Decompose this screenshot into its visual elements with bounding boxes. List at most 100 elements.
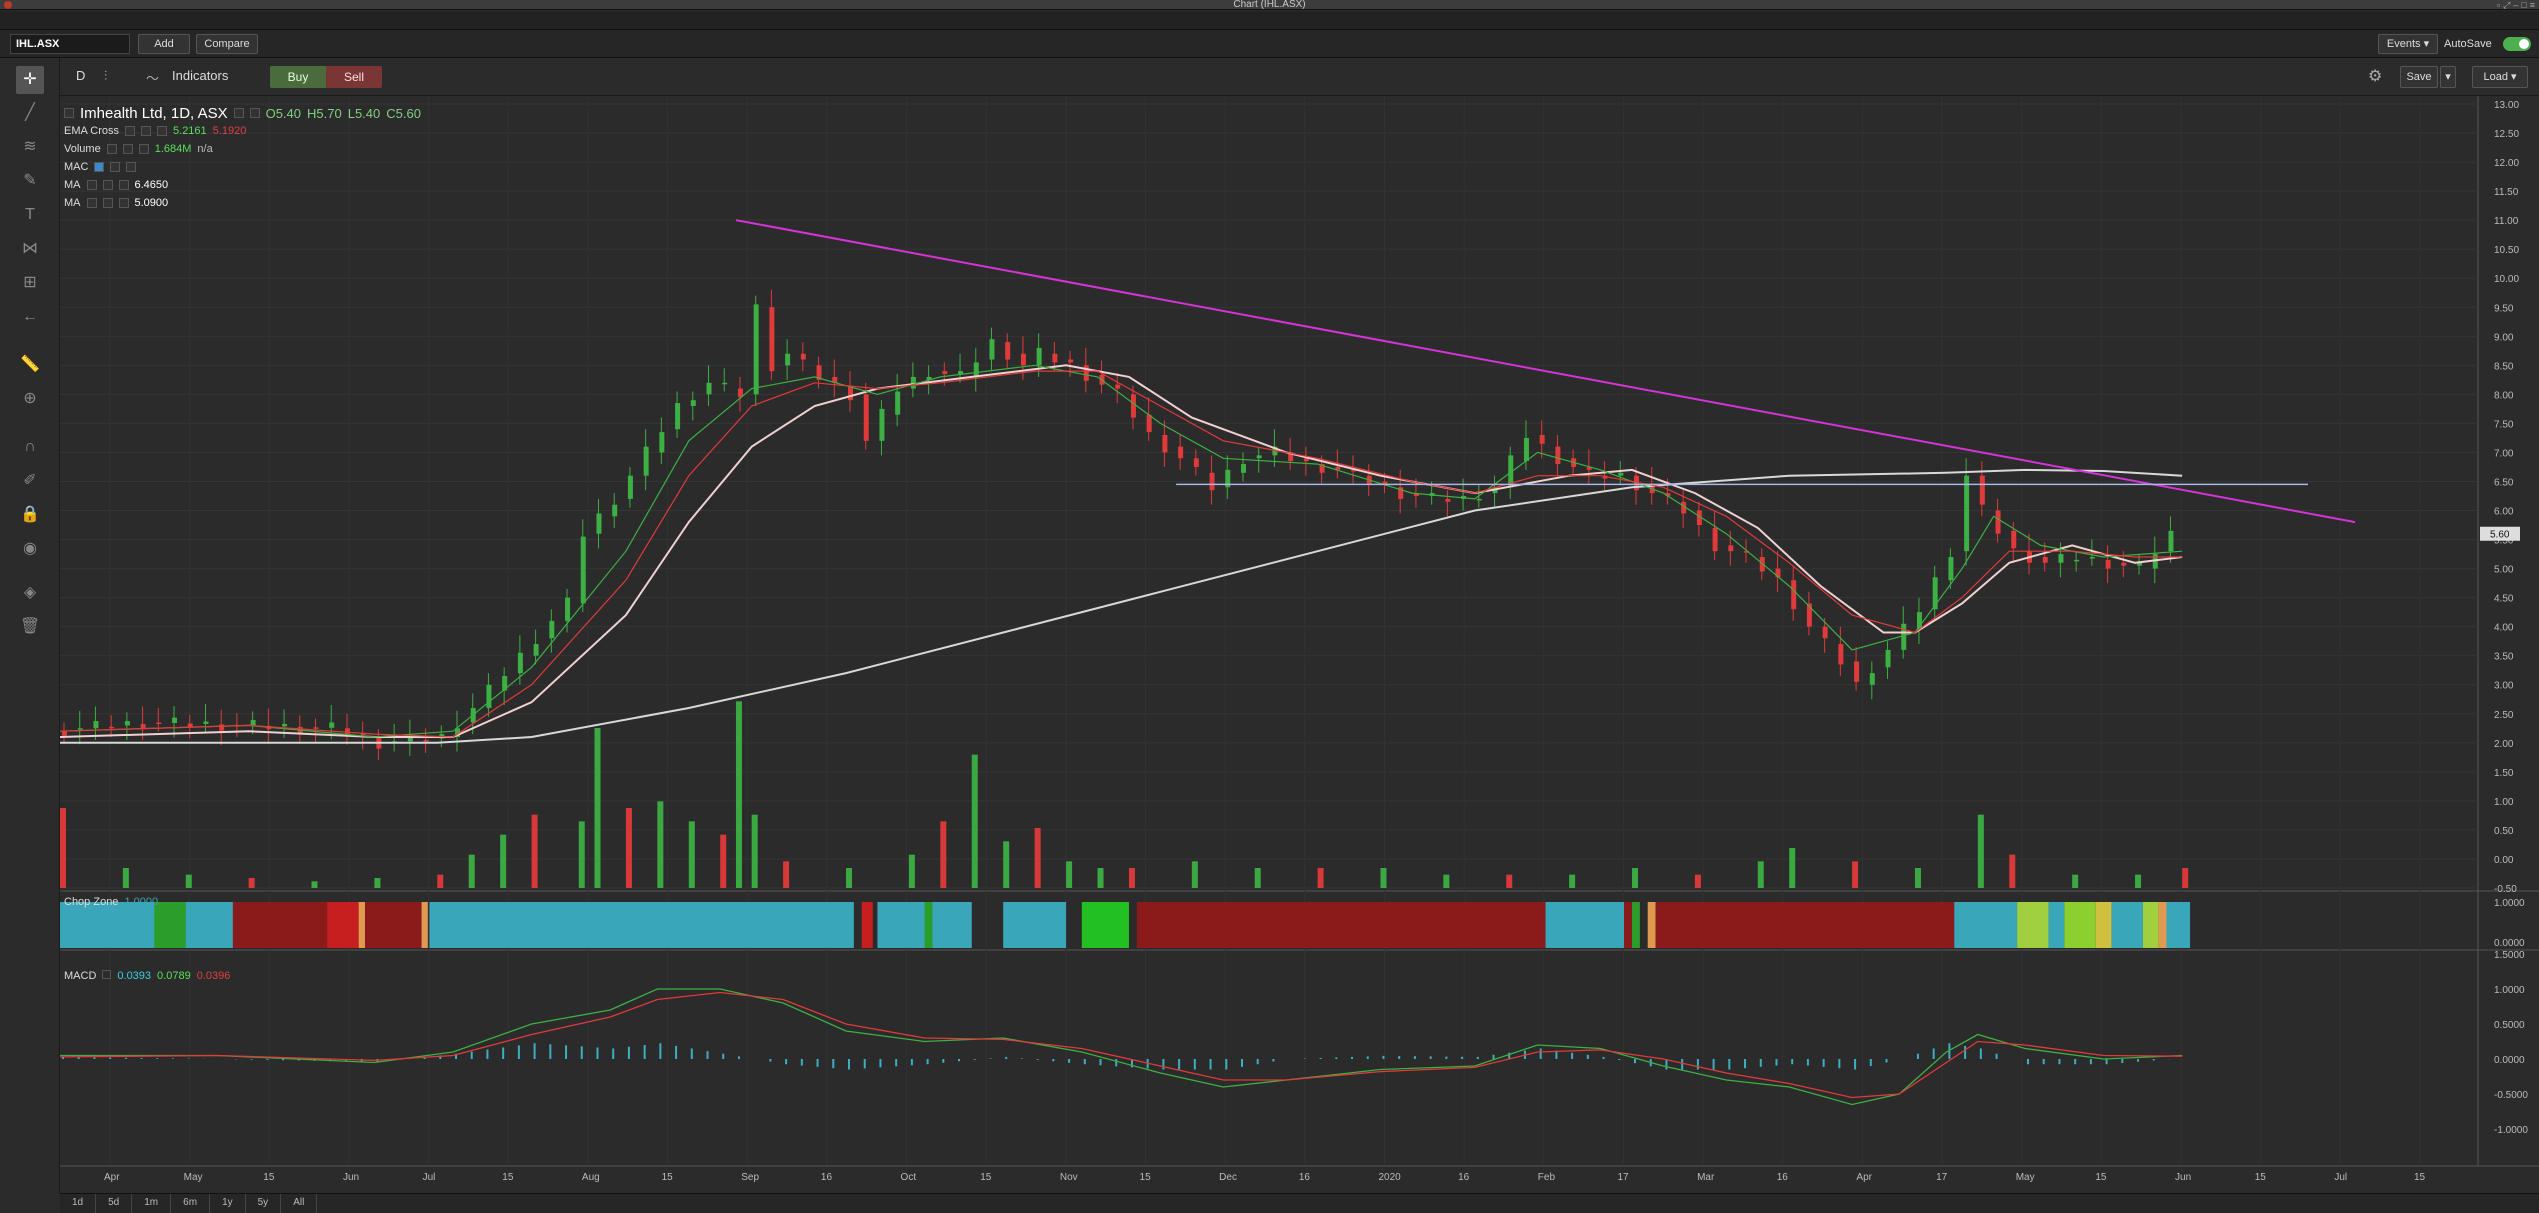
brush-icon[interactable]: ✎ bbox=[23, 172, 37, 189]
menu-icon[interactable]: ≡ bbox=[2529, 0, 2535, 10]
y-tick-label: 12.50 bbox=[2494, 129, 2519, 140]
chop-tick-label: 0.0000 bbox=[2494, 938, 2525, 949]
prediction-icon[interactable]: ⊞ bbox=[23, 274, 37, 291]
volume-bar bbox=[468, 854, 475, 888]
window-controls: ▫ ⤢ – □ ≡ bbox=[2497, 0, 2535, 10]
candle-body bbox=[1838, 644, 1844, 665]
volume-bar bbox=[248, 878, 255, 888]
settings-icon[interactable] bbox=[110, 162, 121, 172]
indicators-icon[interactable]: 〜 bbox=[146, 71, 160, 86]
close-icon[interactable] bbox=[4, 1, 12, 9]
visibility-icon[interactable] bbox=[86, 180, 97, 190]
range-6m-button[interactable]: 6m bbox=[171, 1194, 211, 1213]
save-button[interactable]: Save bbox=[2400, 66, 2438, 88]
chop-tick-label: 1.0000 bbox=[2494, 898, 2525, 909]
load-button[interactable]: Load ▾ bbox=[2472, 66, 2528, 88]
range-1m-button[interactable]: 1m bbox=[132, 1194, 172, 1213]
magnet-icon[interactable]: ∩ bbox=[24, 438, 36, 455]
compare-button[interactable]: Compare bbox=[196, 34, 258, 54]
range-all-button[interactable]: All bbox=[281, 1194, 318, 1213]
chart-canvas[interactable]: 13.00 12.50 12.00 11.50 11.00 10.50 10.00 9.50 9… bbox=[60, 96, 2539, 1193]
range-5y-button[interactable]: 5y bbox=[246, 1194, 282, 1213]
candle-type-icon[interactable]: ⫶ bbox=[104, 68, 108, 83]
macd-name: MACD bbox=[64, 970, 97, 982]
add-button[interactable]: Add bbox=[138, 34, 190, 54]
chop-zone-segment bbox=[366, 902, 414, 948]
eye-icon[interactable]: ◉ bbox=[23, 540, 37, 557]
visibility-icon[interactable] bbox=[249, 108, 260, 118]
chop-zone-segment bbox=[421, 902, 428, 948]
visibility-icon[interactable] bbox=[94, 162, 105, 172]
close-icon[interactable] bbox=[118, 198, 129, 208]
expand-icon[interactable]: ⤢ bbox=[2503, 0, 2511, 10]
restore-icon[interactable]: ▫ bbox=[2496, 0, 2501, 10]
close-icon[interactable] bbox=[118, 180, 129, 190]
settings-icon[interactable] bbox=[102, 198, 113, 208]
candle-body bbox=[1398, 487, 1404, 499]
close-icon[interactable] bbox=[157, 126, 168, 136]
volume-bar bbox=[2072, 874, 2079, 888]
buy-button[interactable]: Buy bbox=[270, 66, 326, 88]
candle-body bbox=[1822, 626, 1828, 639]
save-dropdown-icon[interactable]: ▾ bbox=[2440, 66, 2456, 88]
y-tick-label: 2.00 bbox=[2494, 739, 2514, 750]
lock-icon[interactable]: 🔒 bbox=[20, 506, 40, 523]
candle-body bbox=[93, 721, 99, 729]
zoom-icon[interactable]: ⊕ bbox=[23, 390, 37, 407]
x-tick-label: May bbox=[184, 1172, 203, 1183]
close-icon[interactable] bbox=[126, 162, 137, 172]
tab-strip bbox=[0, 11, 2539, 30]
symbol-input[interactable] bbox=[10, 34, 130, 54]
visibility-icon[interactable] bbox=[106, 144, 117, 154]
candle-body bbox=[2058, 554, 2064, 563]
settings-icon[interactable] bbox=[141, 126, 152, 136]
settings-icon[interactable] bbox=[102, 970, 112, 979]
sell-button[interactable]: Sell bbox=[326, 66, 382, 88]
range-bar: 1d 5d 1m 6m 1y 5y All bbox=[60, 1193, 2539, 1213]
indicator-name: MA bbox=[64, 179, 81, 191]
chop-zone-segment bbox=[1954, 902, 2018, 948]
gear-icon[interactable]: ⚙ bbox=[2368, 68, 2383, 85]
range-5d-button[interactable]: 5d bbox=[96, 1194, 133, 1213]
candle-body bbox=[1948, 556, 1954, 581]
candle-body bbox=[2121, 562, 2127, 566]
chop-zone-legend: Chop Zone 1.0000 bbox=[64, 896, 158, 908]
candle-body bbox=[910, 376, 916, 389]
events-dropdown[interactable]: Events ▾ bbox=[2378, 34, 2438, 54]
back-arrow-icon[interactable]: ← bbox=[22, 308, 38, 325]
ruler-icon[interactable]: 📏 bbox=[20, 356, 40, 373]
settings-icon[interactable] bbox=[233, 108, 244, 118]
trendline-icon[interactable]: ╱ bbox=[25, 104, 35, 121]
y-tick-label: 7.50 bbox=[2494, 419, 2514, 430]
x-tick-label: 15 bbox=[2414, 1172, 2426, 1183]
candle-body bbox=[1964, 475, 1970, 552]
interval-selector[interactable]: D bbox=[76, 68, 86, 83]
pencil-lock-icon[interactable]: ✐ bbox=[23, 472, 37, 489]
indicators-button[interactable]: Indicators bbox=[172, 68, 229, 83]
layers-icon[interactable]: ◈ bbox=[23, 584, 37, 601]
text-icon[interactable]: T bbox=[25, 206, 35, 223]
volume-bar bbox=[1380, 868, 1387, 888]
settings-icon[interactable] bbox=[102, 180, 113, 190]
candle-body bbox=[1916, 612, 1922, 630]
pattern-icon[interactable]: ⋈ bbox=[22, 240, 38, 257]
close-icon[interactable] bbox=[138, 144, 149, 154]
candle-body bbox=[1854, 661, 1860, 682]
visibility-icon[interactable] bbox=[125, 126, 136, 136]
macd-value: 0.0396 bbox=[196, 970, 231, 982]
settings-icon[interactable] bbox=[122, 144, 133, 154]
candle-body bbox=[77, 728, 83, 730]
maximize-icon[interactable]: □ bbox=[2521, 0, 2527, 10]
visibility-icon[interactable] bbox=[86, 198, 97, 208]
crosshair-icon[interactable]: ✛ bbox=[16, 66, 44, 94]
trash-icon[interactable]: 🗑 bbox=[19, 618, 41, 635]
candle-body bbox=[502, 676, 508, 691]
range-1y-button[interactable]: 1y bbox=[210, 1194, 246, 1213]
chart-area[interactable]: 13.00 12.50 12.00 11.50 11.00 10.50 10.00 9.50 9… bbox=[60, 96, 2539, 1193]
volume-bar bbox=[374, 878, 381, 888]
fib-icon[interactable]: ≋ bbox=[23, 138, 37, 155]
range-1d-button[interactable]: 1d bbox=[60, 1194, 97, 1213]
autosave-toggle[interactable] bbox=[2503, 37, 2531, 51]
collapse-icon[interactable] bbox=[64, 108, 74, 118]
minimize-icon[interactable]: – bbox=[2513, 0, 2519, 10]
